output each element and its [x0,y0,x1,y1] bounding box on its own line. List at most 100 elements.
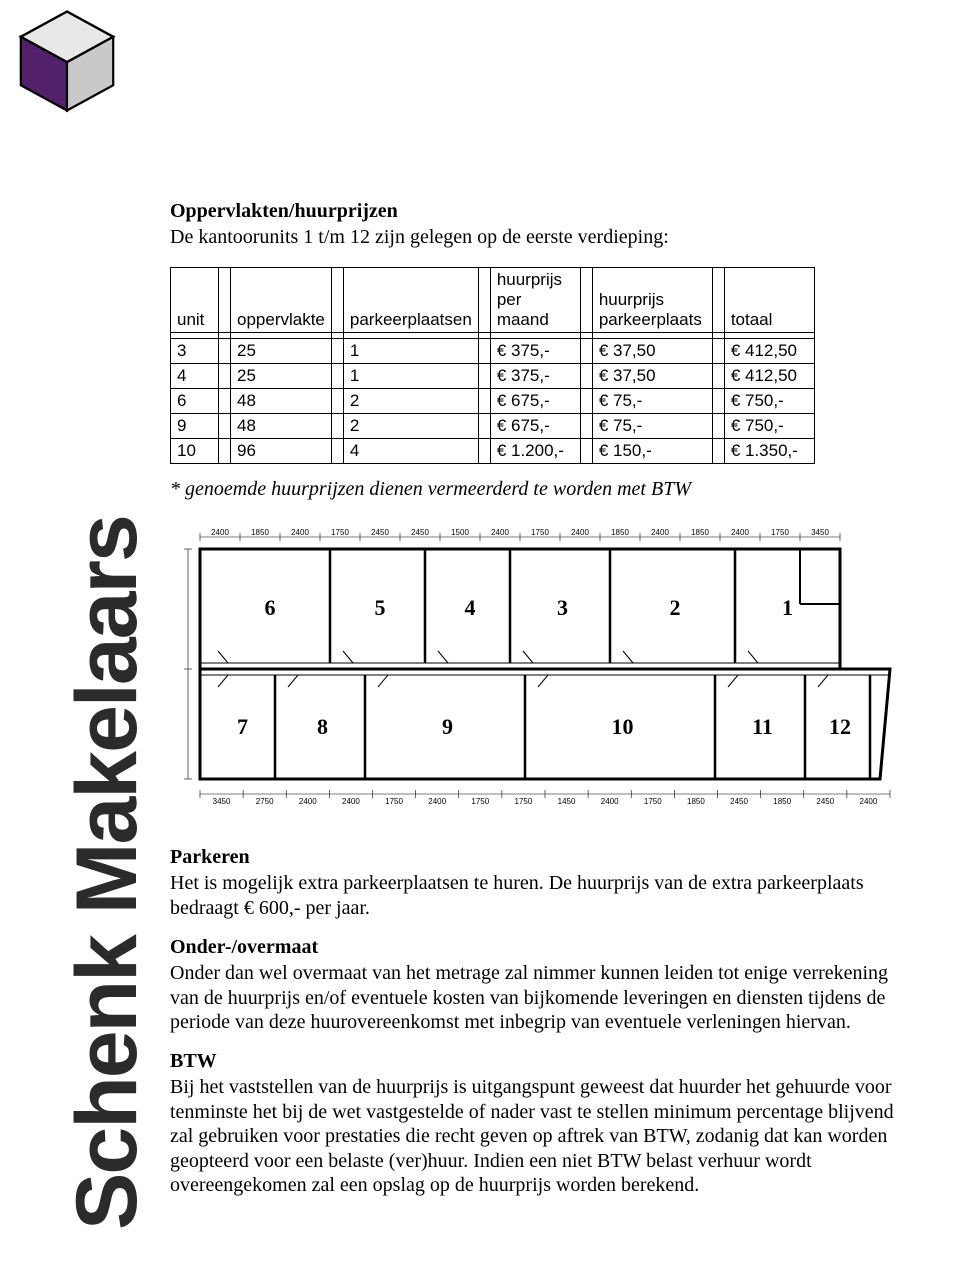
table-footnote: * genoemde huurprijzen dienen vermeerder… [170,478,910,501]
svg-text:2400: 2400 [731,528,749,537]
floorplan-diagram: 6 5 4 3 2 1 7 8 9 10 11 12 2400 1850 2400 1750 2450 2450 1… [170,519,910,819]
svg-text:2450: 2450 [371,528,389,537]
price-table: unit oppervlakte parkeerplaatsen huurpri… [170,267,815,464]
col-huurprijs-maand: huurprijs per maand [490,268,580,333]
col-parkeer: parkeerplaatsen [343,268,478,333]
svg-text:2450: 2450 [730,797,748,806]
svg-text:1750: 1750 [331,528,349,537]
svg-text:2400: 2400 [211,528,229,537]
table-cell: 4 [171,364,219,389]
table-cell: 1 [343,364,478,389]
svg-text:2: 2 [670,595,681,620]
svg-text:11: 11 [752,714,773,739]
brand-vertical: Schenk Makelaars [58,516,157,1230]
table-header-row: unit oppervlakte parkeerplaatsen huurpri… [171,268,815,333]
table-row: 6 48 2 € 675,- € 75,- € 750,- [171,389,815,414]
table-cell: 2 [343,389,478,414]
svg-text:2750: 2750 [256,797,274,806]
svg-text:3450: 3450 [811,528,829,537]
table-cell: 1 [343,339,478,364]
text-parkeren: Het is mogelijk extra parkeerplaatsen te… [170,871,910,920]
svg-text:2400: 2400 [601,797,619,806]
svg-text:1850: 1850 [687,797,705,806]
svg-text:1750: 1750 [531,528,549,537]
title-parkeren: Parkeren [170,846,910,869]
table-cell: € 75,- [592,414,712,439]
cube-logo [12,6,122,116]
svg-text:5: 5 [375,595,386,620]
svg-text:1: 1 [782,595,793,620]
svg-text:3450: 3450 [213,797,231,806]
col-oppervlakte: oppervlakte [231,268,332,333]
svg-text:7: 7 [237,714,248,739]
svg-text:1750: 1750 [385,797,403,806]
table-cell: 6 [171,389,219,414]
title-btw: BTW [170,1050,910,1073]
svg-text:2400: 2400 [291,528,309,537]
svg-text:2400: 2400 [299,797,317,806]
table-cell: € 412,50 [724,364,814,389]
svg-text:9: 9 [442,714,453,739]
table-cell: € 412,50 [724,339,814,364]
document-content: Oppervlakten/huurprijzen De kantoorunits… [170,200,910,1213]
table-cell: € 1.200,- [490,439,580,464]
table-row: 9 48 2 € 675,- € 75,- € 750,- [171,414,815,439]
title-overmaat: Onder-/overmaat [170,936,910,959]
table-cell: 96 [231,439,332,464]
table-cell: € 75,- [592,389,712,414]
svg-text:8: 8 [317,714,328,739]
table-cell: € 1.350,- [724,439,814,464]
table-cell: € 150,- [592,439,712,464]
table-cell: 48 [231,389,332,414]
svg-text:2400: 2400 [342,797,360,806]
svg-text:1750: 1750 [471,797,489,806]
table-cell: € 675,- [490,414,580,439]
table-row: 4 25 1 € 375,- € 37,50 € 412,50 [171,364,815,389]
col-unit: unit [171,268,219,333]
svg-text:4: 4 [465,595,476,620]
svg-text:1850: 1850 [773,797,791,806]
table-cell: € 750,- [724,389,814,414]
table-cell: 25 [231,339,332,364]
table-cell: € 37,50 [592,339,712,364]
text-overmaat: Onder dan wel overmaat van het metrage z… [170,961,910,1034]
svg-text:1850: 1850 [251,528,269,537]
table-cell: € 750,- [724,414,814,439]
table-cell: 10 [171,439,219,464]
table-row: 10 96 4 € 1.200,- € 150,- € 1.350,- [171,439,815,464]
svg-text:2400: 2400 [860,797,878,806]
svg-text:2450: 2450 [411,528,429,537]
table-cell: 2 [343,414,478,439]
intro-oppervlakten: De kantoorunits 1 t/m 12 zijn gelegen op… [170,225,910,249]
table-cell: 3 [171,339,219,364]
svg-text:1750: 1750 [644,797,662,806]
table-cell: 4 [343,439,478,464]
table-row: 3 25 1 € 375,- € 37,50 € 412,50 [171,339,815,364]
svg-text:3: 3 [557,595,568,620]
svg-text:1750: 1750 [515,797,533,806]
table-cell: € 375,- [490,339,580,364]
svg-text:2400: 2400 [571,528,589,537]
col-huurprijs-parkeer: huurprijs parkeerplaats [592,268,712,333]
table-cell: € 375,- [490,364,580,389]
svg-text:1450: 1450 [558,797,576,806]
table-cell: € 37,50 [592,364,712,389]
svg-text:2450: 2450 [816,797,834,806]
table-cell: 9 [171,414,219,439]
svg-text:12: 12 [829,714,851,739]
table-cell: 25 [231,364,332,389]
svg-text:2400: 2400 [491,528,509,537]
title-oppervlakten: Oppervlakten/huurprijzen [170,200,910,223]
table-cell: 48 [231,414,332,439]
col-totaal: totaal [724,268,814,333]
table-cell: € 675,- [490,389,580,414]
svg-text:2400: 2400 [428,797,446,806]
svg-text:1500: 1500 [451,528,469,537]
svg-text:6: 6 [265,595,276,620]
svg-text:1850: 1850 [691,528,709,537]
svg-text:1850: 1850 [611,528,629,537]
text-btw: Bij het vaststellen van de huurprijs is … [170,1075,910,1197]
svg-text:10: 10 [612,714,634,739]
svg-text:2400: 2400 [651,528,669,537]
svg-text:1750: 1750 [771,528,789,537]
